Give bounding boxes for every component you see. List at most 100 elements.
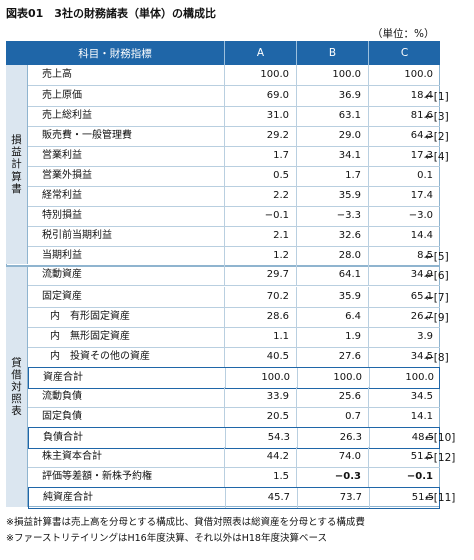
row-label: 当期利益 [28,246,225,266]
section-char: 借 [11,368,22,381]
cell-b: 100.0 [297,65,369,85]
reference-marker: ←[3] [425,111,449,123]
cell-b: 0.7 [297,407,369,427]
cell-a: 1.2 [225,246,297,266]
cell-b: −3.3 [297,206,369,226]
section-char: 照 [11,393,22,406]
row-label: 株主資本合計 [28,447,225,467]
reference-marker: ←[8] [425,352,449,364]
cell-a: 44.2 [225,447,297,467]
reference-marker: ←[10] [425,432,456,444]
section-char: 貸 [11,356,22,369]
cell-c: 81.6 [410,110,433,121]
cell-b: 26.3 [298,428,370,448]
reference-marker: ←[11] [425,492,456,504]
cell-c: 51.5 [411,492,434,503]
reference-marker: ←[7] [425,292,449,304]
row-label: 評価等差額・新株予約権 [28,467,225,487]
row-label: 営業利益 [28,146,225,166]
header-item: 科目・財務指標 [6,41,225,65]
table-row: 評価等差額・新株予約権 1.5 −0.3 −0.1 [28,467,440,488]
cell-a: 20.5 [225,407,297,427]
cell-a: 28.6 [225,307,297,327]
cell-c: 48.5 [411,432,434,443]
row-label: 固定資産 [28,287,225,307]
reference-marker: ←[12] [425,452,456,464]
cell-a: 33.9 [225,387,297,407]
table-row: 株主資本合計 44.2 74.0 51.5 [28,447,440,468]
cell-a: 29.7 [225,265,297,285]
footnote-1: ※損益計算書は売上高を分母とする構成比、貸借対照表は総資産を分母とする構成費 [6,517,365,528]
cell-c: 17.3 [410,150,433,161]
cell-a: 2.1 [225,226,297,246]
cell-a: 54.3 [226,428,298,448]
cell-a: 40.5 [225,347,297,367]
table-row: 特別損益 −0.1 −3.3 −3.0 [28,206,440,227]
cell-c: 17.4 [410,190,433,201]
cell-b: 73.7 [298,488,370,508]
cell-c: 65.1 [410,291,433,302]
cell-c: −0.1 [406,471,433,482]
row-label: 流動負債 [28,387,225,407]
cell-c: 26.7 [410,311,433,322]
cell-c: 100.0 [404,69,433,80]
cell-b: 1.7 [297,166,369,186]
header-col-c: C [369,41,440,65]
cell-b: 32.6 [297,226,369,246]
table-row: 内 無形固定資産 1.1 1.9 3.9 [28,327,440,348]
reference-marker: ←[2] [425,131,449,143]
cell-a: 1.1 [225,327,297,347]
cell-c: 34.5 [410,391,433,402]
table-row: 売上原価 69.0 36.9 18.4 [28,86,440,107]
unit-label: （単位：%） [372,28,435,40]
cell-c: 100.0 [405,372,434,383]
table-row: 流動資産 29.7 64.1 34.9 [28,265,440,286]
figure-title: 図表01 3社の財務諸表（単体）の構成比 [6,7,216,20]
section-char: 益 [11,146,22,159]
row-label: 特別損益 [28,206,225,226]
row-label: 内 有形固定資産 [28,307,225,327]
cell-c: 3.9 [417,331,433,342]
section-char: 対 [11,380,22,393]
reference-marker: ←[5] [425,251,449,263]
section-char: 計 [11,158,22,171]
row-label: 資産合計 [29,368,226,388]
cell-c: 34.5 [410,351,433,362]
cell-b: 6.4 [297,307,369,327]
table-row: 資産合計 100.0 100.0 100.0 [28,367,440,389]
cell-c: 14.4 [410,230,433,241]
cell-a: 29.2 [225,126,297,146]
reference-marker: ←[6] [425,270,449,282]
cell-c: 51.5 [410,451,433,462]
reference-marker: ←[9] [425,312,449,324]
cell-a: −0.1 [225,206,297,226]
cell-b: −0.3 [297,467,369,487]
row-label: 売上総利益 [28,106,225,126]
row-label: 経常利益 [28,186,225,206]
table-row: 売上総利益 31.0 63.1 81.6 [28,106,440,127]
row-label: 負債合計 [29,428,226,448]
section-char: 算 [11,170,22,183]
cell-b: 63.1 [297,106,369,126]
row-label: 営業外損益 [28,166,225,186]
section-income-statement: 損 益 計 算 書 [6,65,28,264]
cell-c: 18.4 [410,90,433,101]
table-row: 流動負債 33.9 25.6 34.5 [28,387,440,408]
table-row: 税引前当期利益 2.1 32.6 14.4 [28,226,440,247]
table-row: 当期利益 1.2 28.0 8.5 [28,246,440,267]
cell-b: 100.0 [298,368,370,388]
cell-b: 74.0 [297,447,369,467]
cell-b: 29.0 [297,126,369,146]
cell-a: 1.7 [225,146,297,166]
row-label: 固定負債 [28,407,225,427]
footnote-2: ※ファーストリテイリングはH16年度決算、それ以外はH18年度決算ベース [6,533,327,544]
table-row: 純資産合計 45.7 73.7 51.5 [28,487,440,509]
cell-c: 8.5 [417,250,433,261]
section-char: 書 [11,182,22,195]
reference-marker: ←[4] [425,151,449,163]
table-row: 固定資産 70.2 35.9 65.1 [28,287,440,308]
cell-b: 25.6 [297,387,369,407]
table-row: 内 投資その他の資産 40.5 27.6 34.5 [28,347,440,368]
table-row: 内 有形固定資産 28.6 6.4 26.7 [28,307,440,328]
section-char: 損 [11,134,22,147]
